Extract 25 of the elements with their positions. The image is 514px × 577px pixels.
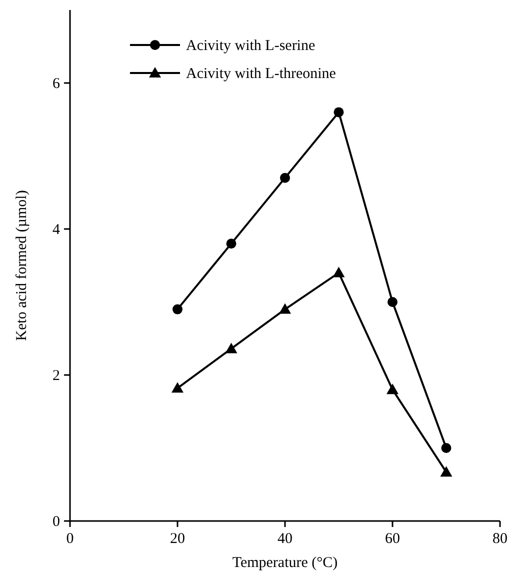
x-tick-label: 80 (492, 531, 508, 547)
x-axis-title: Temperature (°C) (232, 555, 338, 571)
legend-label: Acivity with L-serine (186, 38, 316, 54)
y-tick-label: 4 (52, 222, 60, 238)
y-axis-title: Keto acid formed (µmol) (14, 190, 30, 341)
point (386, 384, 398, 394)
y-tick-label: 6 (52, 76, 60, 92)
point (172, 304, 182, 314)
x-tick-label: 60 (385, 531, 400, 547)
point (440, 466, 452, 477)
point (332, 266, 345, 278)
point (280, 172, 290, 183)
point (279, 303, 291, 314)
x-tick-label: 20 (170, 531, 185, 547)
y-tick-label: 0 (52, 514, 60, 530)
point (226, 238, 236, 249)
x-tick-label: 0 (66, 531, 74, 547)
x-tick-label: 40 (278, 531, 292, 547)
point (334, 107, 344, 118)
y-tick-label: 2 (52, 368, 60, 384)
point (225, 342, 238, 354)
point (441, 443, 452, 453)
legend-label: Acivity with L-threonine (186, 66, 336, 82)
point (388, 297, 398, 307)
point (172, 382, 184, 393)
